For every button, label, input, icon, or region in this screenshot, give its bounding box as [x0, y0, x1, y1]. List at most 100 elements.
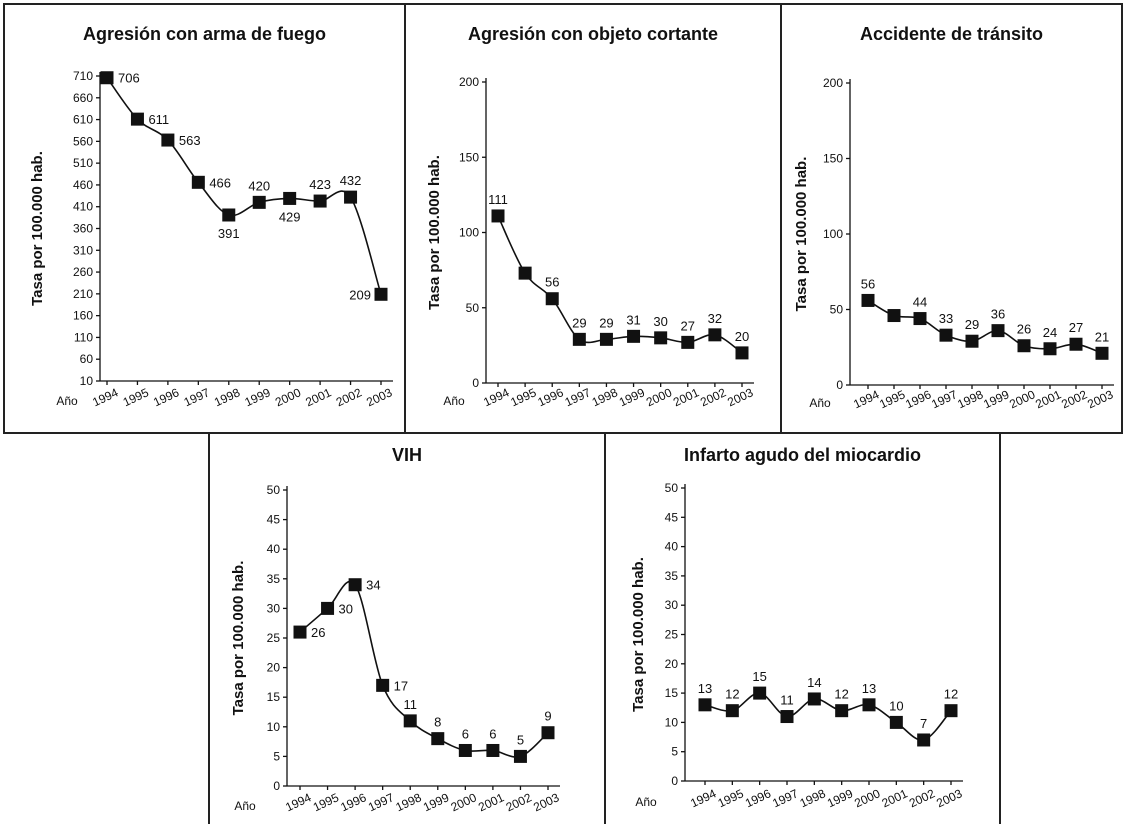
chart-title: Agresión con arma de fuego [83, 24, 326, 44]
y-tick-label: 20 [267, 661, 281, 675]
data-point [130, 112, 144, 126]
x-tick-label: 1996 [151, 385, 181, 409]
x-tick-label: 1997 [770, 786, 800, 810]
x-tick-label: 1999 [421, 790, 451, 814]
y-tick-label: 210 [73, 287, 93, 301]
data-label: 56 [861, 276, 875, 291]
x-tick-label: 1997 [563, 385, 593, 409]
data-point [545, 292, 559, 306]
y-tick-label: 560 [73, 134, 93, 148]
data-label: 13 [698, 681, 712, 696]
y-tick-label: 110 [74, 330, 93, 344]
data-label: 29 [599, 315, 613, 330]
y-tick-label: 50 [267, 483, 281, 497]
x-tick-label: 1995 [716, 786, 746, 810]
data-point [431, 732, 445, 746]
chart-svg: Infarto agudo del miocardio Tasa por 100.… [630, 445, 965, 810]
data-point [541, 726, 555, 740]
chart-svg: Accidente de tránsito Tasa por 100.000 ha… [793, 24, 1116, 411]
data-label: 5 [517, 732, 524, 747]
data-point [887, 309, 901, 323]
y-tick-label: 60 [80, 352, 94, 366]
y-tick-label: 410 [73, 200, 93, 214]
y-tick-label: 50 [466, 301, 480, 315]
data-label: 12 [834, 687, 848, 702]
data-point [222, 208, 236, 222]
y-tick-label: 100 [459, 226, 479, 240]
data-label: 34 [366, 578, 380, 593]
data-label: 32 [708, 311, 722, 326]
y-tick-label: 610 [73, 113, 93, 127]
data-point [572, 332, 586, 346]
data-label: 706 [118, 71, 140, 86]
y-tick-label: 20 [665, 657, 679, 671]
data-point [348, 578, 362, 592]
data-point [1043, 342, 1057, 356]
data-label: 423 [309, 177, 331, 192]
y-tick-label: 360 [73, 222, 93, 236]
x-tick-label: 1995 [311, 790, 341, 814]
data-label: 44 [913, 295, 927, 310]
data-label: 429 [279, 209, 301, 224]
data-label: 12 [725, 687, 739, 702]
y-tick-label: 15 [267, 690, 281, 704]
y-axis-label: Tasa por 100.000 hab. [426, 155, 443, 310]
x-tick-label: 2001 [671, 385, 701, 409]
x-tick-label: 2001 [303, 385, 333, 409]
y-tick-label: 10 [665, 715, 679, 729]
series-line [497, 215, 743, 354]
x-tick-label: 1994 [283, 790, 313, 814]
x-tick-label: 1994 [90, 385, 120, 409]
x-tick-label: 1994 [688, 786, 718, 810]
y-tick-label: 510 [73, 156, 93, 170]
y-tick-label: 260 [73, 265, 93, 279]
data-point [654, 331, 668, 345]
chart-panel-vih: VIH Tasa por 100.000 hab. 0 5 10 15 20 25 30 35 40… [208, 432, 606, 824]
x-tick-label: 1998 [393, 790, 423, 814]
data-point [252, 195, 266, 209]
y-tick-label: 25 [665, 628, 679, 642]
x-tick-label: 1999 [617, 385, 647, 409]
data-label: 420 [248, 178, 270, 193]
x-tick-label: 2002 [334, 385, 364, 409]
data-point [681, 335, 695, 349]
data-point [807, 692, 821, 706]
y-tick-label: 45 [267, 513, 281, 527]
data-label: 27 [1069, 320, 1083, 335]
data-point [698, 698, 712, 712]
data-point [780, 710, 794, 724]
y-tick-label: 5 [273, 749, 280, 763]
x-axis-label: Año [635, 795, 657, 809]
x-tick-label: 1995 [121, 385, 151, 409]
data-point [344, 190, 358, 204]
x-tick-label: 1999 [242, 385, 272, 409]
data-label: 20 [735, 329, 749, 344]
x-tick-label: 2000 [273, 385, 303, 409]
data-label: 13 [862, 681, 876, 696]
y-tick-label: 0 [472, 376, 479, 390]
x-tick-label: 2002 [504, 790, 534, 814]
y-tick-label: 10 [267, 720, 281, 734]
data-point [735, 346, 749, 360]
y-tick-label: 0 [273, 779, 280, 793]
y-tick-label: 5 [671, 745, 678, 759]
y-tick-label: 710 [73, 69, 93, 83]
data-point [293, 625, 307, 639]
data-label: 11 [780, 693, 794, 708]
y-tick-label: 30 [665, 598, 679, 612]
y-tick-label: 100 [823, 227, 843, 241]
series-line [867, 299, 1103, 355]
x-tick-label: 2003 [934, 786, 964, 810]
x-tick-label: 2002 [698, 385, 728, 409]
data-point [889, 715, 903, 729]
y-tick-label: 50 [830, 303, 844, 317]
y-axis-label: Tasa por 100.000 hab. [29, 151, 46, 306]
data-label: 14 [807, 675, 821, 690]
data-label: 391 [218, 226, 240, 241]
data-point [1017, 339, 1031, 353]
data-label: 30 [339, 601, 353, 616]
y-tick-label: 15 [665, 686, 679, 700]
data-point [321, 601, 335, 615]
chart-title: Agresión con objeto cortante [468, 24, 718, 44]
data-point [939, 328, 953, 342]
